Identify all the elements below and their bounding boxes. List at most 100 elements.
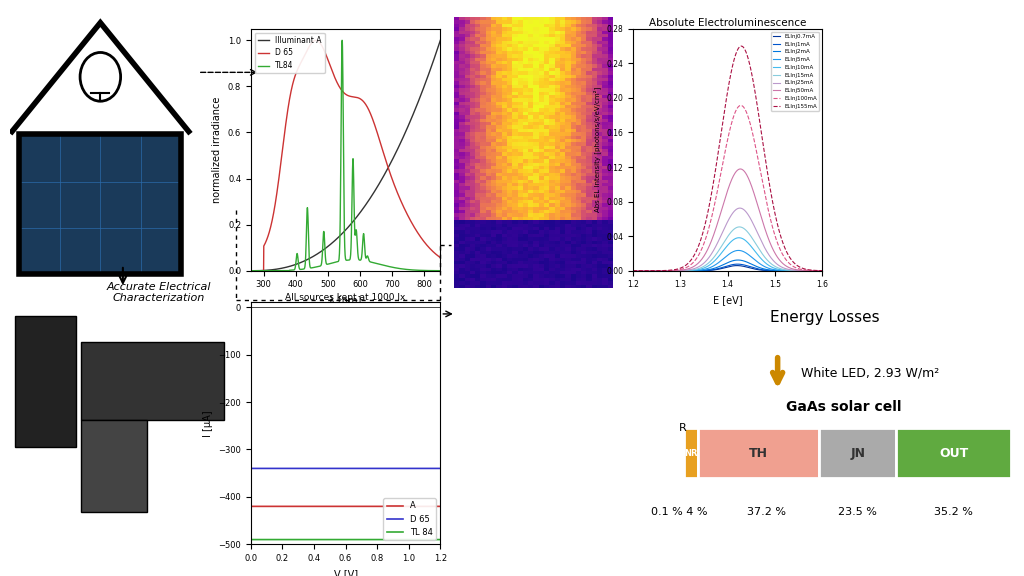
- Text: R: R: [679, 423, 686, 433]
- ELInj155mA: [718, 111, 730, 118]
- ELInj0.7mA: [718, 264, 730, 271]
- Text: NR: NR: [684, 449, 697, 457]
- ELInj100mA: [739, 108, 752, 115]
- Text: GaAs solar cell: GaAs solar cell: [786, 400, 901, 414]
- D 65: [375, 142, 387, 149]
- X-axis label: λ [nm]: λ [nm]: [330, 295, 361, 305]
- ELInj100mA: [812, 267, 824, 274]
- A: [360, 503, 373, 510]
- Illuminant A: [375, 177, 387, 184]
- ELInj0.7mA: [627, 267, 639, 274]
- FancyBboxPatch shape: [81, 420, 146, 512]
- ELInj0.7mA: [812, 267, 824, 274]
- D 65: [360, 465, 373, 472]
- TL 84: [404, 536, 417, 543]
- ELInj50mA: [627, 267, 639, 274]
- TL 84: [357, 536, 370, 543]
- ELInj1mA: [816, 267, 828, 274]
- Text: 35.2 %: 35.2 %: [934, 507, 973, 517]
- Legend: Illuminant A, D 65, TL84: Illuminant A, D 65, TL84: [255, 33, 325, 73]
- Illuminant A: [396, 137, 409, 143]
- Line: ELInj5mA: ELInj5mA: [633, 251, 822, 271]
- Illuminant A: [434, 37, 446, 44]
- TL 84: [417, 536, 429, 543]
- A: [246, 503, 258, 510]
- ELInj1mA: [729, 261, 741, 268]
- Legend: A, D 65, TL 84: A, D 65, TL 84: [383, 498, 436, 540]
- ELInj100mA: [729, 108, 741, 115]
- ELInj1mA: [718, 263, 730, 270]
- Y-axis label: Abs EL Intensity [photons/s/eV/cm²]: Abs EL Intensity [photons/s/eV/cm²]: [593, 87, 600, 213]
- Line: Illuminant A: Illuminant A: [251, 40, 440, 271]
- ELInj155mA: [739, 48, 752, 55]
- ELInj100mA: [717, 160, 729, 166]
- ELInj50mA: [734, 165, 746, 172]
- ELInj10mA: [732, 234, 744, 241]
- Line: ELInj2mA: ELInj2mA: [633, 260, 822, 271]
- ELInj15mA: [718, 239, 730, 246]
- TL84: [392, 265, 404, 272]
- ELInj5mA: [729, 248, 741, 255]
- D 65: [396, 200, 409, 207]
- Illuminant A: [392, 143, 404, 150]
- ELInj2mA: [739, 258, 752, 265]
- ELInj5mA: [718, 255, 730, 262]
- ELInj100mA: [718, 154, 730, 161]
- ELInj2mA: [732, 256, 744, 263]
- TL84: [336, 37, 348, 44]
- ELInj15mA: [782, 267, 795, 274]
- ELInj1mA: [627, 267, 639, 274]
- D 65: [245, 267, 257, 274]
- D 65: [246, 465, 258, 472]
- D 65: [357, 465, 370, 472]
- ELInj25mA: [739, 209, 752, 215]
- TL84: [396, 266, 409, 272]
- Text: Energy Losses: Energy Losses: [769, 310, 880, 325]
- A: [245, 503, 257, 510]
- D 65: [245, 465, 257, 472]
- FancyBboxPatch shape: [14, 316, 76, 446]
- TL84: [434, 267, 446, 274]
- ELInj1mA: [812, 267, 824, 274]
- D 65: [434, 254, 446, 261]
- ELInj2mA: [717, 262, 729, 268]
- ELInj155mA: [812, 267, 824, 274]
- ELInj2mA: [627, 267, 639, 274]
- TL 84: [357, 536, 370, 543]
- Text: TH: TH: [749, 446, 768, 460]
- D 65: [264, 225, 276, 232]
- Title: All sources kept at 1000 lx: All sources kept at 1000 lx: [286, 293, 406, 302]
- A: [404, 503, 417, 510]
- ELInj10mA: [739, 237, 752, 244]
- TL84: [245, 267, 257, 274]
- ELInj1mA: [717, 264, 729, 271]
- D 65: [404, 465, 417, 472]
- ELInj0.7mA: [729, 262, 741, 269]
- ELInj50mA: [812, 267, 824, 274]
- D 65: [329, 73, 341, 80]
- ELInj0.7mA: [739, 263, 752, 270]
- ELInj10mA: [816, 267, 828, 274]
- ELInj100mA: [627, 267, 639, 274]
- TL84: [328, 259, 340, 266]
- ELInj15mA: [816, 267, 828, 274]
- ELInj50mA: [718, 199, 730, 206]
- FancyBboxPatch shape: [81, 342, 224, 420]
- FancyBboxPatch shape: [697, 428, 819, 478]
- ELInj15mA: [729, 225, 741, 232]
- ELInj1mA: [782, 267, 795, 274]
- ELInj15mA: [739, 227, 752, 234]
- Text: Accurate Electrical
Characterization: Accurate Electrical Characterization: [106, 282, 211, 304]
- ELInj0.7mA: [717, 265, 729, 272]
- D 65: [357, 465, 370, 472]
- Text: JN: JN: [850, 446, 865, 460]
- TL 84: [434, 536, 446, 543]
- Line: ELInj25mA: ELInj25mA: [633, 208, 822, 271]
- ELInj15mA: [627, 267, 639, 274]
- Line: ELInj0.7mA: ELInj0.7mA: [633, 266, 822, 271]
- ELInj50mA: [816, 267, 828, 274]
- Line: ELInj15mA: ELInj15mA: [633, 227, 822, 271]
- ELInj15mA: [812, 267, 824, 274]
- D 65: [417, 465, 429, 472]
- ELInj25mA: [718, 226, 730, 233]
